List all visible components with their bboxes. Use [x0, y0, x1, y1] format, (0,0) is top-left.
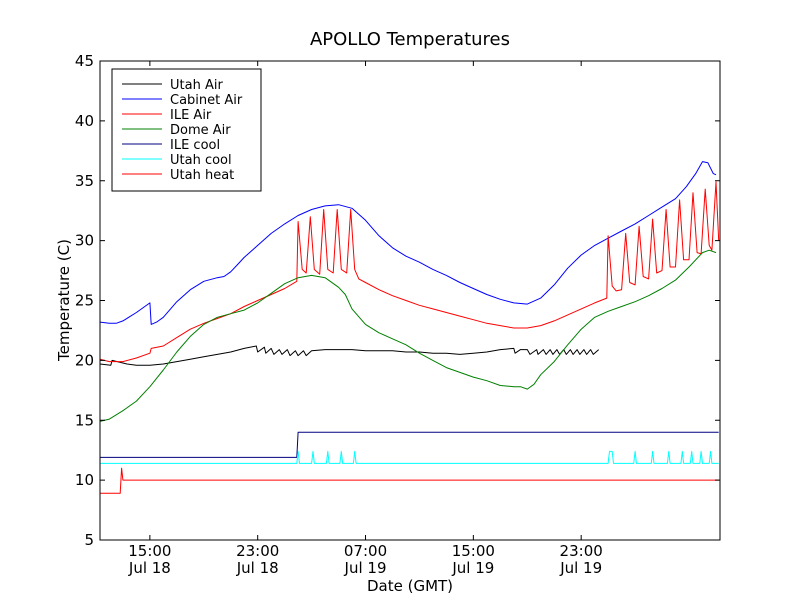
series-line-utah-cool	[100, 450, 719, 464]
x-tick-label-date: Jul 19	[559, 559, 602, 577]
legend-label: Utah cool	[170, 153, 232, 168]
x-tick-label-time: 15:00	[128, 542, 171, 560]
legend-box	[111, 68, 262, 192]
legend-label: Cabinet Air	[170, 93, 243, 108]
chart-title: APOLLO Temperatures	[310, 29, 510, 50]
x-tick-label-time: 23:00	[560, 542, 603, 560]
x-tick-label-time: 07:00	[344, 542, 387, 560]
y-tick-label: 35	[75, 172, 94, 190]
y-tick-label: 25	[75, 292, 94, 310]
legend-label: Utah Air	[170, 78, 223, 93]
y-axis-title: Temperature (C)	[55, 239, 73, 362]
x-tick-label-time: 15:00	[452, 542, 495, 560]
y-tick-label: 20	[75, 351, 94, 369]
x-axis-title: Date (GMT)	[367, 577, 453, 595]
legend-label: Utah heat	[170, 168, 234, 183]
series-line-ile-air	[100, 181, 720, 363]
legend-label: Dome Air	[170, 123, 231, 138]
x-tick-label-time: 23:00	[236, 542, 279, 560]
x-tick-label-date: Jul 18	[128, 559, 171, 577]
series-line-utah-heat	[100, 467, 719, 494]
y-tick-label: 30	[75, 232, 94, 250]
x-tick-label-date: Jul 19	[451, 559, 494, 577]
series-line-cabinet-air	[100, 161, 717, 325]
x-tick-label-date: Jul 18	[236, 559, 279, 577]
y-tick-label: 15	[75, 411, 94, 429]
y-tick-label: 40	[75, 112, 94, 130]
legend-label: ILE Air	[170, 108, 212, 123]
y-tick-label: 45	[75, 52, 94, 70]
legend-label: ILE cool	[170, 138, 220, 153]
y-tick-label: 5	[84, 531, 94, 549]
y-tick-label: 10	[75, 471, 94, 489]
series-line-ile-cool	[100, 431, 719, 458]
x-tick-label-date: Jul 19	[344, 559, 387, 577]
series-line-dome-air	[100, 249, 717, 422]
series-layer	[100, 161, 720, 494]
